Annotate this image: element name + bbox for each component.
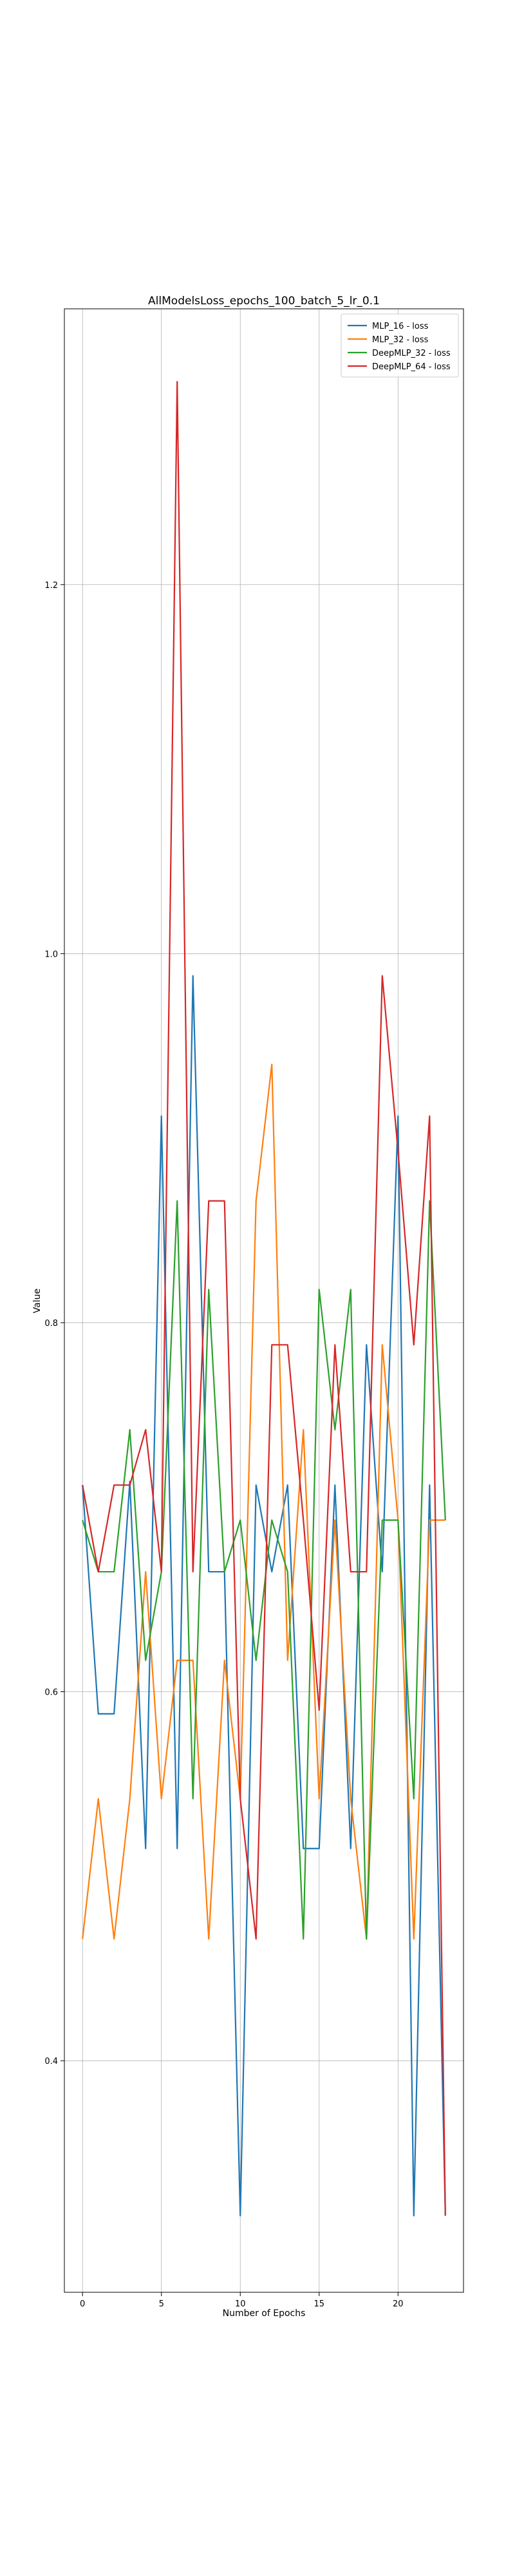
x-tick-label: 0 <box>80 2299 85 2309</box>
legend-box <box>341 313 459 378</box>
x-tick-label: 20 <box>393 2299 404 2309</box>
legend-label: DeepMLP_64 - loss <box>372 362 451 372</box>
y-tick-label: 1.0 <box>44 950 58 959</box>
series-line-mlp-16-loss <box>82 975 446 2217</box>
y-tick-label: 0.6 <box>44 1688 58 1697</box>
y-axis-label: Value <box>32 1289 42 1313</box>
y-tick-label: 0.8 <box>44 1319 58 1329</box>
series-line-mlp-32-loss <box>82 1063 445 1940</box>
tick-layer: 0 5 10 15 20 0.4 0.6 0.8 1.0 1.2 <box>44 581 403 2309</box>
chart-title: AllModelsLoss_epochs_100_batch_5_lr_0.1 <box>148 295 380 308</box>
x-tick-label: 10 <box>235 2299 246 2309</box>
x-tick-label: 5 <box>159 2299 164 2309</box>
legend-label: MLP_32 - loss <box>372 335 429 345</box>
x-axis-label: Number of Epochs <box>223 2308 306 2319</box>
chart-legend: MLP_16 - loss MLP_32 - loss DeepMLP_32 - l… <box>341 313 459 378</box>
legend-label: DeepMLP_32 - loss <box>372 349 451 358</box>
y-tick-label: 0.4 <box>44 2057 58 2066</box>
grid-layer <box>64 309 464 2292</box>
series-layer <box>82 381 446 2217</box>
x-tick-label: 15 <box>314 2299 324 2309</box>
y-tick-label: 1.2 <box>44 581 58 591</box>
series-line-deepmlp-64-loss <box>82 381 446 2216</box>
plot-frame <box>64 308 464 2293</box>
legend-label: MLP_16 - loss <box>372 322 429 331</box>
series-line-deepmlp-32-loss <box>82 1200 446 1940</box>
